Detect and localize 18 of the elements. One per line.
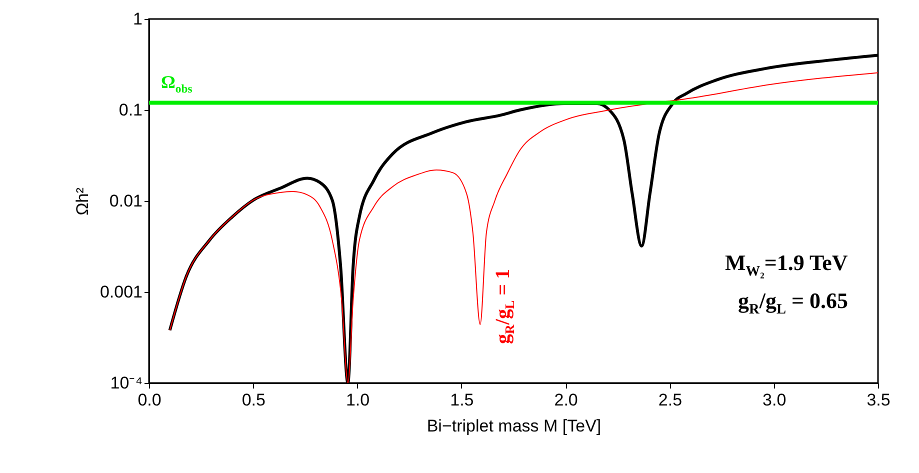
y-tick-label: 0.01 [109,192,142,210]
annotation: g$_{R}$/g$_{L}$ = 0.65 [738,288,848,318]
y-axis-title: Ωh² [72,187,92,216]
x-tick-label: 3.0 [762,390,786,410]
x-tick-label: 0.5 [242,390,266,410]
x-tick-label: 1.5 [450,390,474,410]
x-tick-label: 3.5 [866,390,890,410]
x-tick-label: 2.5 [658,390,682,410]
y-tick-label: 1 [133,10,142,28]
x-tick-label: 1.0 [346,390,370,410]
y-tick-label: 10⁻⁴ [110,374,142,392]
x-tick-label: 2.0 [554,390,578,410]
y-tick-label: 0.001 [100,282,142,302]
x-tick-label: 0.0 [138,390,162,410]
x-axis-title: Bi−triplet mass M [TeV] [426,416,602,436]
ref-line-label: Ω$_{obs}$ [161,72,192,96]
y-tick-label: 0.1 [118,100,142,120]
annotation: M$_{W₂}$=1.9 TeV [725,250,848,280]
